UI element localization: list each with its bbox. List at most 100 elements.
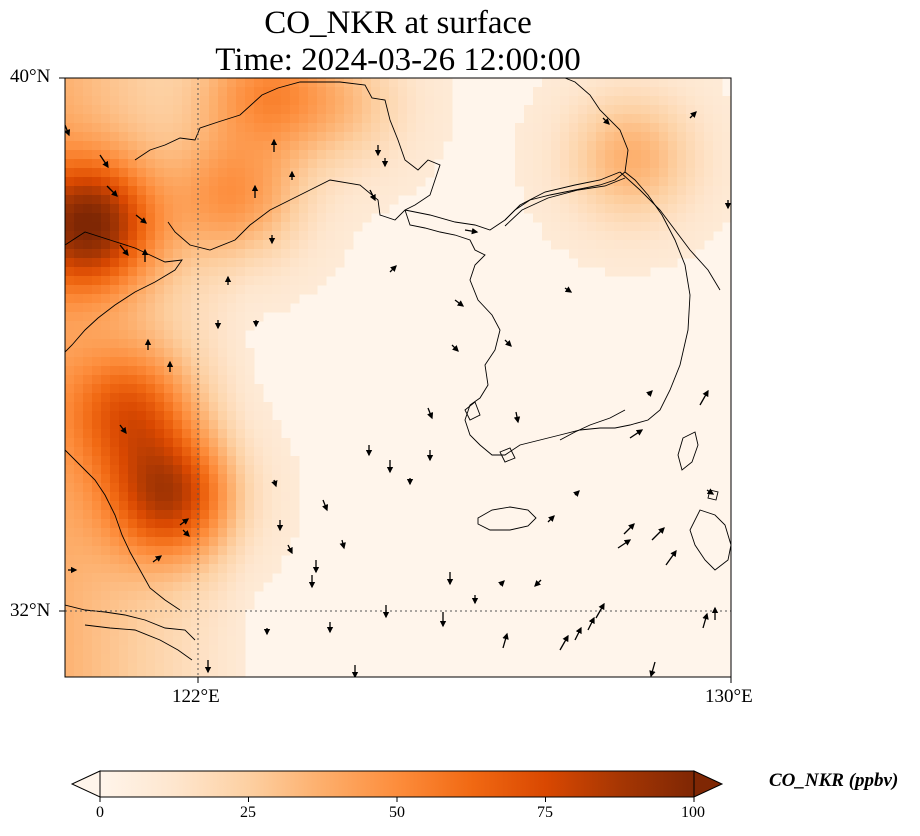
field-cell	[155, 87, 165, 97]
field-cell	[191, 510, 201, 520]
field-cell	[317, 222, 327, 232]
field-cell	[173, 591, 183, 601]
field-cell	[155, 195, 165, 205]
field-cell	[272, 564, 282, 574]
field-cell	[164, 276, 174, 286]
wind-arrow	[135, 214, 148, 224]
field-cell	[290, 456, 300, 466]
field-cell	[218, 564, 228, 574]
field-cell	[200, 357, 210, 367]
field-cell	[119, 186, 129, 196]
field-cell	[119, 645, 129, 655]
field-cell	[137, 105, 147, 115]
field-cell	[272, 537, 282, 547]
field-cell	[272, 285, 282, 295]
field-cell	[164, 330, 174, 340]
field-cell	[173, 501, 183, 511]
field-cell	[218, 267, 228, 277]
field-cell	[632, 240, 642, 250]
field-cell	[362, 168, 372, 178]
field-cell	[200, 501, 210, 511]
field-cell	[218, 132, 228, 142]
field-cell	[74, 105, 84, 115]
field-cell	[128, 663, 138, 673]
field-cell	[155, 339, 165, 349]
field-cell	[614, 186, 624, 196]
field-cell	[614, 123, 624, 133]
field-cell	[74, 429, 84, 439]
field-cell	[551, 87, 561, 97]
field-cell	[272, 555, 282, 565]
field-cell	[704, 87, 714, 97]
field-cell	[128, 321, 138, 331]
field-cell	[119, 231, 129, 241]
field-cell	[146, 312, 156, 322]
wind-arrow	[119, 424, 127, 435]
colorbar	[70, 770, 724, 802]
field-cell	[254, 294, 264, 304]
field-cell	[92, 357, 102, 367]
field-cell	[614, 132, 624, 142]
field-cell	[605, 204, 615, 214]
field-cell	[110, 591, 120, 601]
field-cell	[416, 159, 426, 169]
field-cell	[110, 330, 120, 340]
field-cell	[263, 285, 273, 295]
field-cell	[110, 474, 120, 484]
field-cell	[110, 267, 120, 277]
field-cell	[128, 204, 138, 214]
field-cell	[596, 141, 606, 151]
field-cell	[155, 420, 165, 430]
field-cell	[155, 105, 165, 115]
field-cell	[137, 429, 147, 439]
field-cell	[119, 582, 129, 592]
field-cell	[101, 222, 111, 232]
field-cell	[146, 663, 156, 673]
field-cell	[659, 87, 669, 97]
field-cell	[146, 501, 156, 511]
field-cell	[200, 546, 210, 556]
field-cell	[182, 105, 192, 115]
field-cell	[173, 474, 183, 484]
field-cell	[290, 285, 300, 295]
field-cell	[119, 591, 129, 601]
field-cell	[209, 402, 219, 412]
field-cell	[560, 168, 570, 178]
field-cell	[713, 168, 723, 178]
field-cell	[245, 384, 255, 394]
field-cell	[515, 159, 525, 169]
field-cell	[236, 366, 246, 376]
field-cell	[74, 483, 84, 493]
field-cell	[200, 258, 210, 268]
field-cell	[146, 465, 156, 475]
field-cell	[209, 150, 219, 160]
field-cell	[182, 231, 192, 241]
field-cell	[641, 96, 651, 106]
field-cell	[722, 123, 731, 133]
field-cell	[524, 114, 534, 124]
field-cell	[209, 519, 219, 529]
field-cell	[164, 636, 174, 646]
wind-arrow	[587, 616, 595, 631]
field-cell	[92, 456, 102, 466]
field-cell	[164, 582, 174, 592]
field-cell	[254, 438, 264, 448]
field-cell	[209, 159, 219, 169]
field-cell	[92, 249, 102, 259]
field-cell	[713, 141, 723, 151]
field-cell	[389, 114, 399, 124]
field-cell	[578, 123, 588, 133]
field-cell	[83, 267, 93, 277]
field-cell	[65, 636, 75, 646]
field-cell	[272, 519, 282, 529]
field-cell	[596, 240, 606, 250]
field-cell	[227, 438, 237, 448]
field-cell	[209, 609, 219, 619]
field-cell	[236, 663, 246, 673]
field-cell	[182, 312, 192, 322]
field-cell	[191, 393, 201, 403]
field-cell	[254, 96, 264, 106]
field-cell	[101, 411, 111, 421]
field-cell	[263, 114, 273, 124]
field-cell	[326, 150, 336, 160]
